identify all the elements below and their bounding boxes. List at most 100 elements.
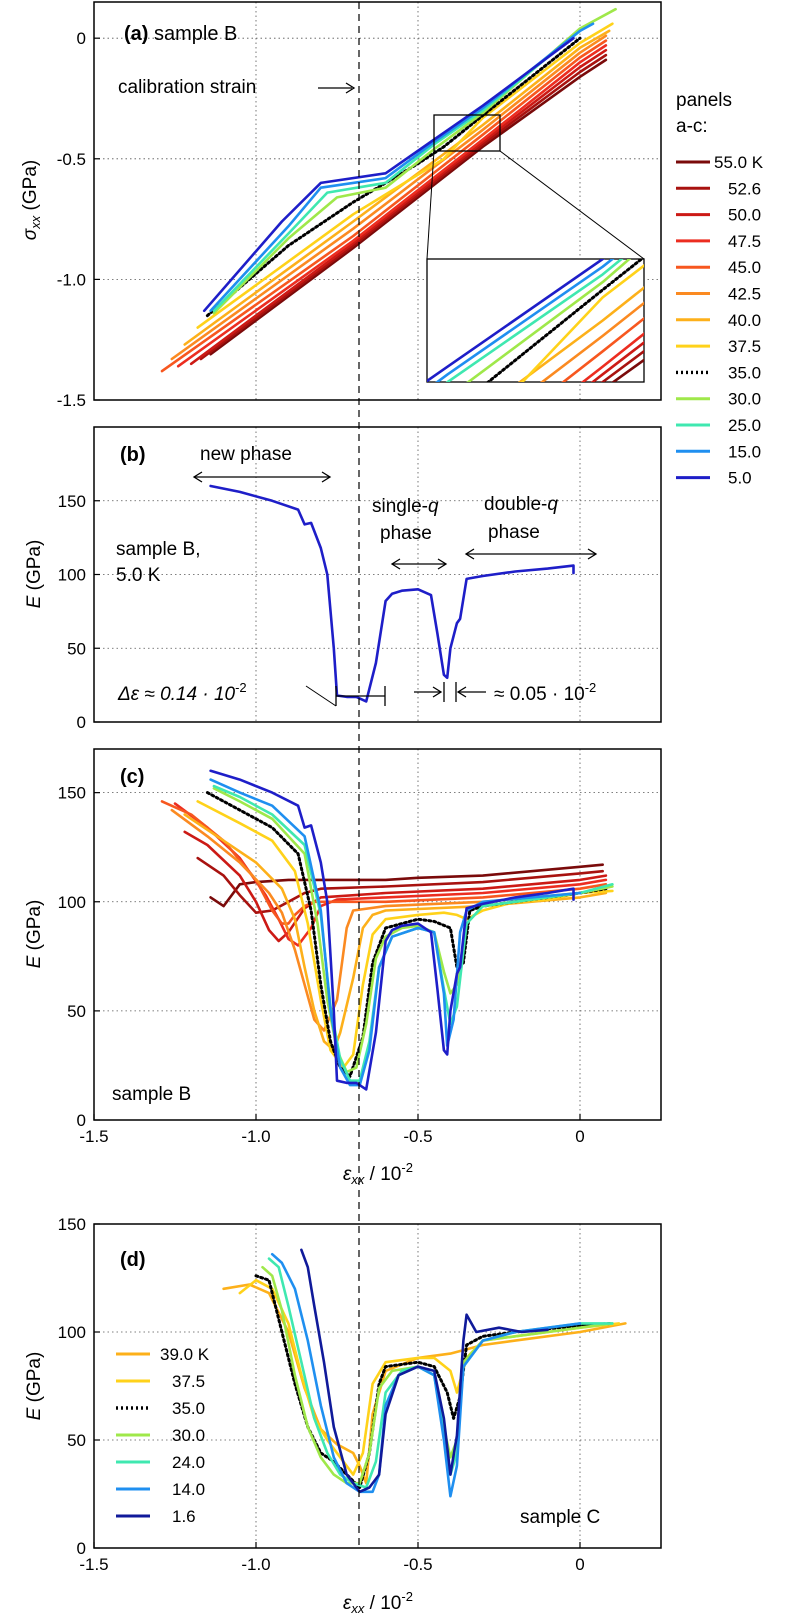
panel-b-y-label-unit: (GPa) bbox=[24, 540, 45, 596]
legend-abc-label: 37.5 bbox=[728, 337, 761, 356]
single-q-text: single- bbox=[372, 496, 428, 517]
x-tick-label: 0 bbox=[575, 1555, 584, 1574]
series-line-5-0 bbox=[209, 769, 575, 1091]
legend-abc-label: 30.0 bbox=[728, 390, 761, 409]
legend-abc-label: 35.0 bbox=[728, 363, 761, 382]
series-line-42-5 bbox=[540, 301, 644, 382]
double-q-label: double-q bbox=[484, 494, 558, 515]
panel-b-series bbox=[209, 484, 575, 703]
x-tick-label: -1.5 bbox=[79, 1127, 108, 1146]
series-line-14-0 bbox=[270, 1252, 582, 1498]
series-line-1-6 bbox=[300, 1248, 549, 1494]
legend-d-label: 1.6 bbox=[172, 1507, 196, 1526]
legend-panel-d: 39.0 K 37.5 35.0 30.0 24.0 14.0 1.6 bbox=[116, 1345, 210, 1526]
series-line-40-0 bbox=[183, 29, 611, 346]
series-line-25-0 bbox=[212, 29, 582, 313]
y-tick-label: 100 bbox=[58, 893, 86, 912]
legend-d-label: 37.5 bbox=[172, 1372, 205, 1391]
panel-d-frame bbox=[93, 1223, 662, 1549]
panel-d-x-label-eps: ε bbox=[343, 1593, 352, 1614]
series-line-52-6 bbox=[199, 53, 608, 361]
series-line-37-5 bbox=[196, 800, 614, 1069]
calibration-strain-label: calibration strain bbox=[118, 77, 256, 98]
x-tick-label: -1.0 bbox=[241, 1127, 270, 1146]
legend-title-line1: panels bbox=[676, 90, 732, 111]
panel-d-sample-label: sample C bbox=[520, 1507, 600, 1528]
series-line-50-0 bbox=[189, 48, 608, 366]
legend-abc-label: 15.0 bbox=[728, 442, 761, 461]
new-phase-label: new phase bbox=[200, 444, 292, 465]
panel-c-x-label-exp: -2 bbox=[401, 1160, 413, 1175]
panel-a-tag-text: (a) bbox=[124, 23, 148, 45]
series-line-42-5 bbox=[170, 34, 608, 361]
zoom-connector-left bbox=[426, 150, 435, 260]
delta-epsilon-label: Δε ≈ 0.14 · 10-2 bbox=[117, 680, 247, 705]
legend-abc-label: 5.0 bbox=[728, 469, 752, 488]
panel-b-grid bbox=[94, 427, 661, 722]
legend-d-label: 30.0 bbox=[172, 1426, 205, 1445]
legend-abc-label: 47.5 bbox=[728, 232, 761, 251]
panel-d-x-label-unit: / 10 bbox=[364, 1593, 401, 1614]
panel-a-frame bbox=[93, 1, 662, 401]
panel-b-tag: (b) bbox=[120, 444, 146, 466]
panel-a: 0 -0.5 -1.0 -1.5 (a) sample B calibration s… bbox=[20, 1, 662, 410]
panel-c-x-label-eps: ε bbox=[343, 1164, 352, 1185]
panel-b-y-label-e: E bbox=[24, 595, 45, 608]
panel-c-x-label: εxx / 10-2 bbox=[343, 1160, 413, 1187]
panel-c-sample-label: sample B bbox=[112, 1084, 191, 1105]
series-line-47-5 bbox=[176, 44, 608, 368]
y-tick-label: -1.0 bbox=[57, 270, 86, 289]
new-phase-arrow bbox=[192, 471, 332, 483]
series-line-15-0 bbox=[209, 22, 595, 313]
legend-abc-label: 40.0 bbox=[728, 311, 761, 330]
y-tick-label: 150 bbox=[58, 784, 86, 803]
y-tick-label: 150 bbox=[58, 492, 86, 511]
panel-c-y-label-unit: (GPa) bbox=[24, 900, 45, 956]
single-q-label: single-q bbox=[372, 496, 439, 517]
series-line-55-0-K bbox=[209, 863, 605, 908]
panel-b-y-ticks: 150 100 50 0 bbox=[58, 492, 100, 732]
panel-c-y-label: E (GPa) bbox=[24, 900, 45, 969]
panel-a-y-label-sub: xx bbox=[28, 215, 43, 230]
series-line-52-6 bbox=[196, 856, 605, 915]
legend-abc-label: 52.6 bbox=[728, 179, 761, 198]
y-tick-label: -0.5 bbox=[57, 150, 86, 169]
y-tick-label: 150 bbox=[58, 1215, 86, 1234]
single-q-q: q bbox=[428, 496, 439, 517]
panel-a-y-label-unit: (GPa) bbox=[20, 160, 41, 216]
series-line-45-0 bbox=[160, 800, 608, 925]
y-tick-label: 0 bbox=[77, 1111, 86, 1130]
legend-abc-label: 50.0 bbox=[728, 206, 761, 225]
narrow-gap-marker bbox=[414, 682, 486, 702]
panel-b-temperature-label: 5.0 K bbox=[116, 565, 161, 586]
y-tick-label: 50 bbox=[67, 639, 86, 658]
narrow-gap-exp: -2 bbox=[585, 680, 597, 695]
x-tick-label: -1.0 bbox=[241, 1555, 270, 1574]
y-tick-label: 0 bbox=[77, 29, 86, 48]
x-tick-label: 0 bbox=[575, 1127, 584, 1146]
panel-d-series bbox=[222, 1248, 627, 1498]
series-line-50-0 bbox=[590, 340, 644, 382]
single-q-arrow bbox=[390, 558, 448, 570]
double-q-phase-label: phase bbox=[488, 522, 540, 543]
delta-epsilon-marker bbox=[305, 685, 386, 707]
legend-d-label: 14.0 bbox=[172, 1480, 205, 1499]
legend-panels-a-c: panels a-c: 55.0 K 52.6 50.0 47.5 45.0 42.5 40… bbox=[676, 90, 764, 488]
panel-b-sample-label: sample B, bbox=[116, 539, 200, 560]
zoom-connector-right bbox=[499, 150, 645, 260]
series-line-5-0 bbox=[202, 36, 575, 313]
panel-a-y-label-sigma: σ bbox=[20, 227, 41, 240]
panel-a-tag: (a) sample B bbox=[124, 23, 237, 45]
panel-c-x-label-unit: / 10 bbox=[364, 1164, 401, 1185]
delta-epsilon-text: Δε ≈ 0.14 · 10 bbox=[117, 684, 236, 705]
legend-abc-label: 45.0 bbox=[728, 258, 761, 277]
x-tick-label: -0.5 bbox=[403, 1555, 432, 1574]
legend-abc-label: 55.0 K bbox=[714, 153, 764, 172]
y-tick-label: 0 bbox=[77, 713, 86, 732]
legend-title-line2: a-c: bbox=[676, 116, 708, 137]
series-line-35-0 bbox=[205, 791, 608, 1078]
panel-c-y-label-e: E bbox=[24, 955, 45, 968]
